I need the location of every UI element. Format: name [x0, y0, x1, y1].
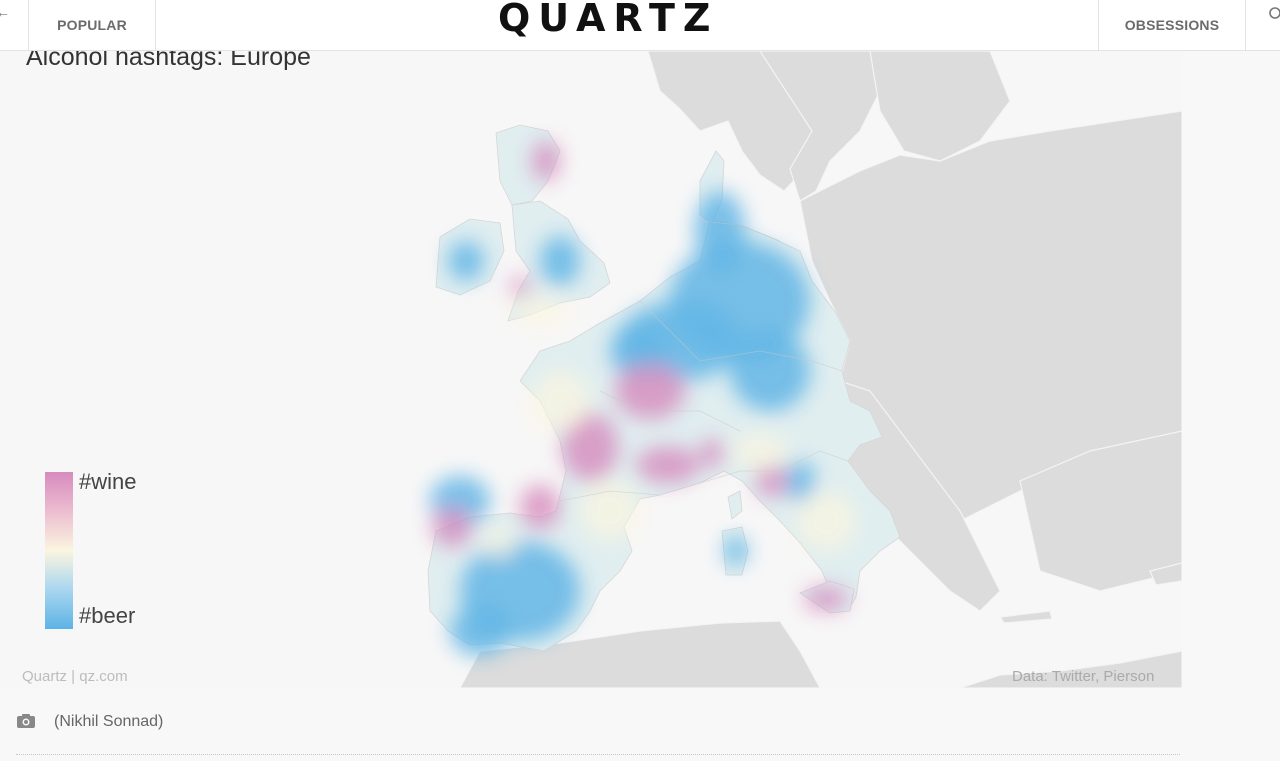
heat-blob-wine [520, 485, 560, 529]
heat-blob-neutral [510, 296, 570, 326]
legend-beer-label: #beer [79, 603, 136, 628]
search-icon[interactable] [1268, 6, 1280, 22]
heat-blob-neutral [796, 491, 856, 551]
north-africa-east-land [959, 650, 1182, 688]
heat-blob-beer [540, 236, 580, 286]
source-credit: Quartz | qz.com [22, 668, 128, 685]
color-legend-bar [45, 472, 73, 629]
map-figure: Alcohol hashtags: Europe #wine #beer Qua… [0, 51, 1182, 688]
heat-blob-beer [724, 537, 748, 565]
site-logo[interactable]: QUARTZ [498, 0, 719, 40]
corsica-land [727, 490, 743, 520]
heat-blob-neutral [580, 481, 640, 541]
heat-blob-wine [532, 141, 560, 181]
data-credit: Data: Twitter, Pierson [1012, 668, 1155, 685]
divider [16, 754, 1180, 755]
north-africa-land [459, 620, 821, 688]
heat-blob-wine [615, 363, 685, 419]
country-borders [559, 220, 849, 502]
heat-blob-beer [730, 331, 810, 411]
image-caption: (Nikhil Sonnad) [54, 713, 164, 730]
heat-blob-wine [510, 277, 530, 297]
crete-land [998, 610, 1053, 624]
heat-blob-wine [636, 447, 700, 483]
map-title: Alcohol hashtags: Europe [26, 51, 311, 71]
heat-blob-beer [448, 241, 484, 281]
nav-popular[interactable]: POPULAR [28, 0, 156, 50]
legend-wine-label: #wine [79, 469, 137, 494]
heat-blob-wine [804, 587, 848, 611]
cyprus-land [1149, 562, 1182, 586]
top-nav: ← POPULAR QUARTZ OBSESSIONS [0, 0, 1280, 51]
heat-blob-beer [695, 191, 745, 271]
heat-blob-wine [432, 507, 472, 547]
heat-blob-neutral [530, 371, 590, 431]
gray-land [459, 51, 1182, 688]
heat-layer [430, 141, 856, 656]
nav-obsessions[interactable]: OBSESSIONS [1098, 0, 1246, 50]
turkey-land [1019, 430, 1182, 592]
heat-blob-neutral [484, 527, 516, 559]
heat-blob-wine [562, 413, 618, 481]
back-arrow-icon[interactable]: ← [0, 4, 10, 20]
camera-icon [17, 714, 35, 728]
europe-map [427, 51, 1182, 688]
heat-blob-neutral [732, 433, 788, 469]
heat-blob-beer [785, 461, 815, 501]
finland-land [869, 51, 1011, 162]
heat-blob-wine [756, 465, 788, 497]
heat-blob-wine [700, 439, 724, 467]
heat-blob-beer [450, 606, 510, 656]
